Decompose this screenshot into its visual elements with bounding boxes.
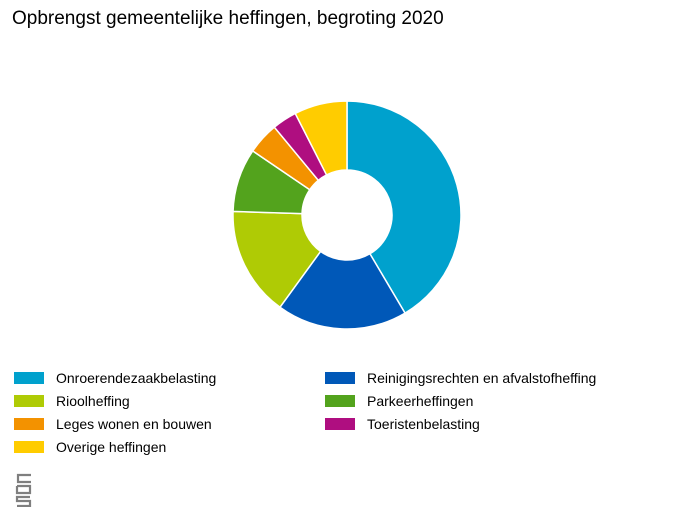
legend-swatch xyxy=(14,395,44,407)
donut-slice xyxy=(294,100,348,176)
legend-item: Onroerendezaakbelasting xyxy=(14,370,216,386)
legend-swatch xyxy=(325,372,355,384)
chart-title: Opbrengst gemeentelijke heffingen, begro… xyxy=(12,8,444,29)
legend-swatch xyxy=(14,441,44,453)
legend-label: Toeristenbelasting xyxy=(367,416,480,432)
legend-item: Overige heffingen xyxy=(14,439,166,455)
donut-slice xyxy=(346,100,462,315)
legend-item: Toeristenbelasting xyxy=(325,416,480,432)
legend-item: Leges wonen en bouwen xyxy=(14,416,212,432)
legend-label: Rioolheffing xyxy=(56,393,130,409)
legend-label: Leges wonen en bouwen xyxy=(56,416,212,432)
legend-label: Reinigingsrechten en afvalstofheffing xyxy=(367,370,597,386)
legend-item: Parkeerheffingen xyxy=(325,393,473,409)
donut-slice xyxy=(278,250,407,330)
legend-label: Overige heffingen xyxy=(56,439,167,455)
legend-swatch xyxy=(14,372,44,384)
cbs-logo-icon xyxy=(15,473,32,507)
legend-item: Rioolheffing xyxy=(14,393,130,409)
legend-item: Reinigingsrechten en afvalstofheffing xyxy=(325,370,596,386)
legend-swatch xyxy=(14,418,44,430)
legend-label: Onroerendezaakbelasting xyxy=(56,370,217,386)
donut-slice xyxy=(232,210,322,309)
legend-swatch xyxy=(325,418,355,430)
legend-label: Parkeerheffingen xyxy=(367,393,474,409)
legend-swatch xyxy=(325,395,355,407)
